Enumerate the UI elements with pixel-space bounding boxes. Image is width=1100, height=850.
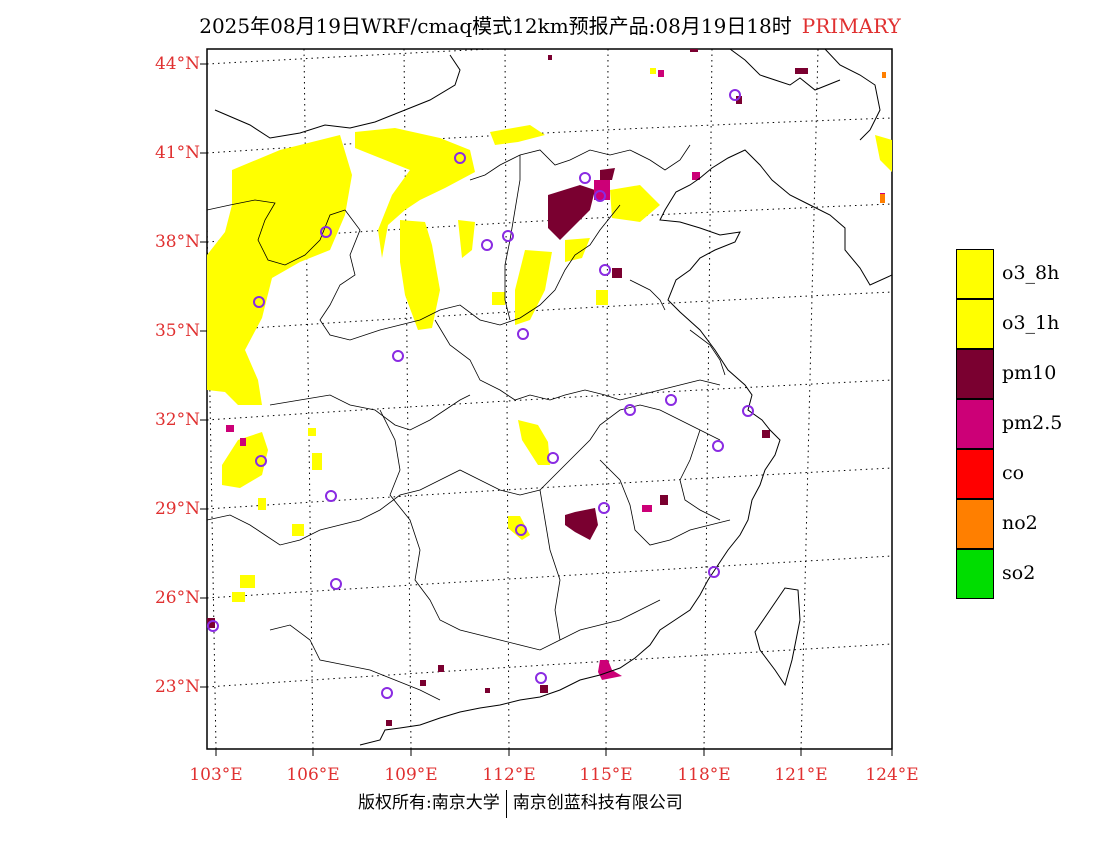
station-marker — [712, 440, 724, 452]
legend-item: co — [956, 449, 1096, 499]
station-marker — [381, 687, 393, 699]
legend-item: o3_1h — [956, 299, 1096, 349]
station-marker — [535, 672, 547, 684]
station-marker — [665, 394, 677, 406]
station-marker — [481, 239, 493, 251]
station-marker — [624, 404, 636, 416]
station-marker — [729, 89, 741, 101]
lat-label: 26°N — [154, 588, 200, 608]
lon-label: 103°E — [189, 765, 243, 785]
station-marker — [255, 455, 267, 467]
lon-label: 109°E — [384, 765, 438, 785]
lon-label: 115°E — [579, 765, 633, 785]
station-marker — [599, 264, 611, 276]
copyright-footer: 版权所有:南京大学 南京创蓝科技有限公司 — [358, 788, 683, 818]
station-marker — [547, 452, 559, 464]
lat-label: 23°N — [154, 677, 200, 697]
legend-item: o3_8h — [956, 249, 1096, 299]
lon-label: 121°E — [774, 765, 828, 785]
legend-swatch — [956, 249, 994, 299]
legend-item: no2 — [956, 499, 1096, 549]
station-marker — [325, 490, 337, 502]
station-marker — [454, 152, 466, 164]
station-marker — [207, 620, 219, 632]
station-marker — [330, 578, 342, 590]
legend-item: so2 — [956, 549, 1096, 599]
station-marker — [517, 328, 529, 340]
station-markers — [207, 89, 754, 699]
station-marker — [392, 350, 404, 362]
lat-label: 41°N — [154, 143, 200, 163]
pollutant-legend: o3_8h o3_1h pm10 pm2.5 co no2 so2 — [956, 249, 1096, 599]
lat-label: 38°N — [154, 232, 200, 252]
lat-label: 44°N — [154, 54, 200, 74]
station-marker — [742, 405, 754, 417]
legend-item: pm10 — [956, 349, 1096, 399]
legend-label: o3_8h — [1002, 262, 1060, 284]
station-marker — [515, 524, 527, 536]
lon-label: 106°E — [286, 765, 340, 785]
station-marker — [502, 230, 514, 242]
lat-label: 35°N — [154, 321, 200, 341]
station-marker — [253, 296, 265, 308]
no2-areas — [880, 72, 886, 203]
axis-ticks — [200, 63, 893, 756]
station-marker — [579, 172, 591, 184]
legend-swatch — [956, 299, 994, 349]
legend-swatch — [956, 549, 994, 599]
legend-label: so2 — [1002, 562, 1036, 584]
lon-label: 112°E — [482, 765, 536, 785]
map-title: 2025年08月19日WRF/cmaq模式12km预报产品:08月19日18时 P… — [0, 10, 1100, 39]
legend-label: no2 — [1002, 512, 1038, 534]
title-primary: PRIMARY — [801, 14, 901, 38]
station-marker — [598, 502, 610, 514]
legend-label: o3_1h — [1002, 312, 1060, 334]
lat-label: 32°N — [154, 410, 200, 430]
station-marker — [320, 226, 332, 238]
lat-label: 29°N — [154, 499, 200, 519]
station-marker — [708, 566, 720, 578]
legend-swatch — [956, 499, 994, 549]
legend-item: pm2.5 — [956, 399, 1096, 449]
coastline — [214, 49, 892, 746]
lat-gridlines — [207, 49, 892, 688]
title-main: 2025年08月19日WRF/cmaq模式12km预报产品:08月19日18时 — [199, 14, 792, 38]
lon-label: 124°E — [865, 765, 919, 785]
copyright-left: 版权所有:南京大学 — [358, 793, 500, 813]
footer-separator — [505, 789, 507, 818]
legend-label: pm10 — [1002, 362, 1057, 384]
station-marker — [594, 190, 606, 202]
legend-swatch — [956, 399, 994, 449]
copyright-right: 南京创蓝科技有限公司 — [512, 793, 683, 813]
legend-swatch — [956, 449, 994, 499]
legend-label: pm2.5 — [1002, 412, 1063, 434]
lon-label: 118°E — [677, 765, 731, 785]
legend-swatch — [956, 349, 994, 399]
legend-label: co — [1002, 462, 1025, 484]
